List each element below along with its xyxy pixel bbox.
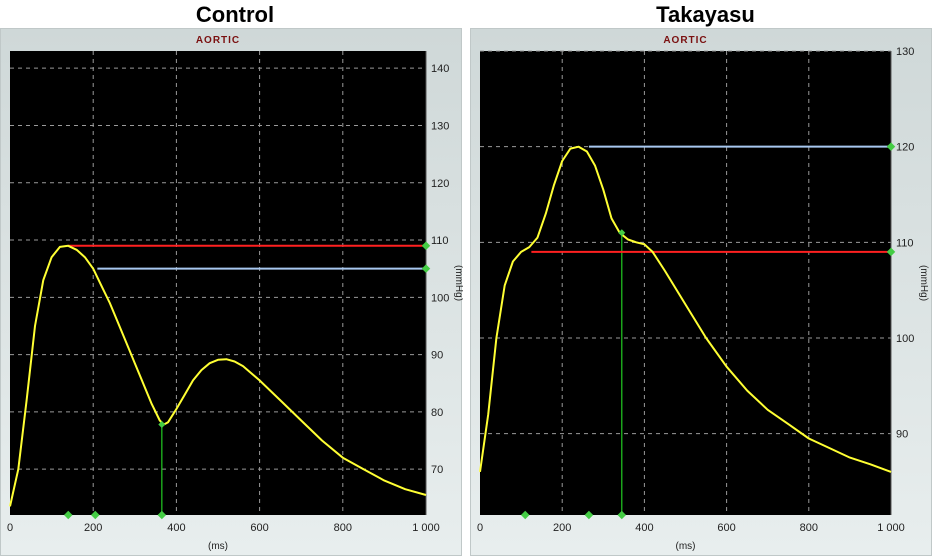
control-heading: Control — [195, 2, 275, 27]
x-tick-label: 600 — [250, 522, 268, 534]
y-tick-label: 90 — [896, 429, 908, 441]
x-tick-label: 400 — [635, 522, 653, 534]
control-chart: AORTIC 0 200 400 600 800 1 000 70 80 90 100 110 120 1… — [7, 35, 463, 552]
y-tick-label: 90 — [431, 350, 443, 362]
reference-line-endpoint — [421, 241, 431, 251]
y-tick-label: 80 — [431, 407, 443, 419]
x-tick-label: 1 000 — [412, 522, 440, 534]
y-axis-label: (mmHg) — [453, 265, 463, 301]
y-tick-label: 140 — [431, 63, 449, 75]
x-tick-label: 600 — [717, 522, 735, 534]
y-tick-label: 130 — [431, 120, 449, 132]
marker-point — [618, 229, 626, 237]
plot-area — [10, 51, 426, 515]
control-panel: AORTIC 0 200 400 600 800 1 000 70 80 90 100 110 120 1… — [0, 28, 463, 556]
x-tick-label: 800 — [800, 522, 818, 534]
y-tick-label: 120 — [896, 142, 914, 154]
y-tick-label: 100 — [896, 333, 914, 345]
y-axis-label: (mmHg) — [918, 265, 929, 301]
y-tick-label: 130 — [896, 46, 914, 58]
y-tick-label: 110 — [896, 237, 914, 249]
y-tick-label: 120 — [431, 178, 449, 190]
takayasu-chart: AORTIC 0 200 400 600 800 1 000 90 100 110 120 130 (m… — [477, 35, 929, 552]
x-tick-label: 200 — [553, 522, 571, 534]
plot-area — [480, 51, 891, 515]
y-tick-label: 100 — [431, 292, 449, 304]
x-tick-label: 0 — [477, 522, 483, 534]
marker-point — [158, 420, 166, 429]
y-tick-label: 110 — [431, 235, 449, 247]
x-tick-label: 800 — [334, 522, 352, 534]
chart-title: AORTIC — [196, 35, 240, 46]
takayasu-heading: Takayasu — [656, 2, 755, 27]
takayasu-panel: AORTIC 0 200 400 600 800 1 000 90 100 110 120 130 (m… — [470, 28, 932, 556]
x-tick-label: 200 — [84, 522, 102, 534]
x-tick-label: 0 — [7, 522, 13, 534]
x-axis-label: (ms) — [676, 541, 696, 552]
y-tick-label: 70 — [431, 464, 443, 476]
pressure-waveform — [479, 145, 892, 473]
x-tick-label: 1 000 — [877, 522, 905, 534]
x-axis-label: (ms) — [208, 541, 228, 552]
chart-title: AORTIC — [663, 35, 707, 46]
x-tick-label: 400 — [167, 522, 185, 534]
reference-line-endpoint — [421, 264, 431, 273]
